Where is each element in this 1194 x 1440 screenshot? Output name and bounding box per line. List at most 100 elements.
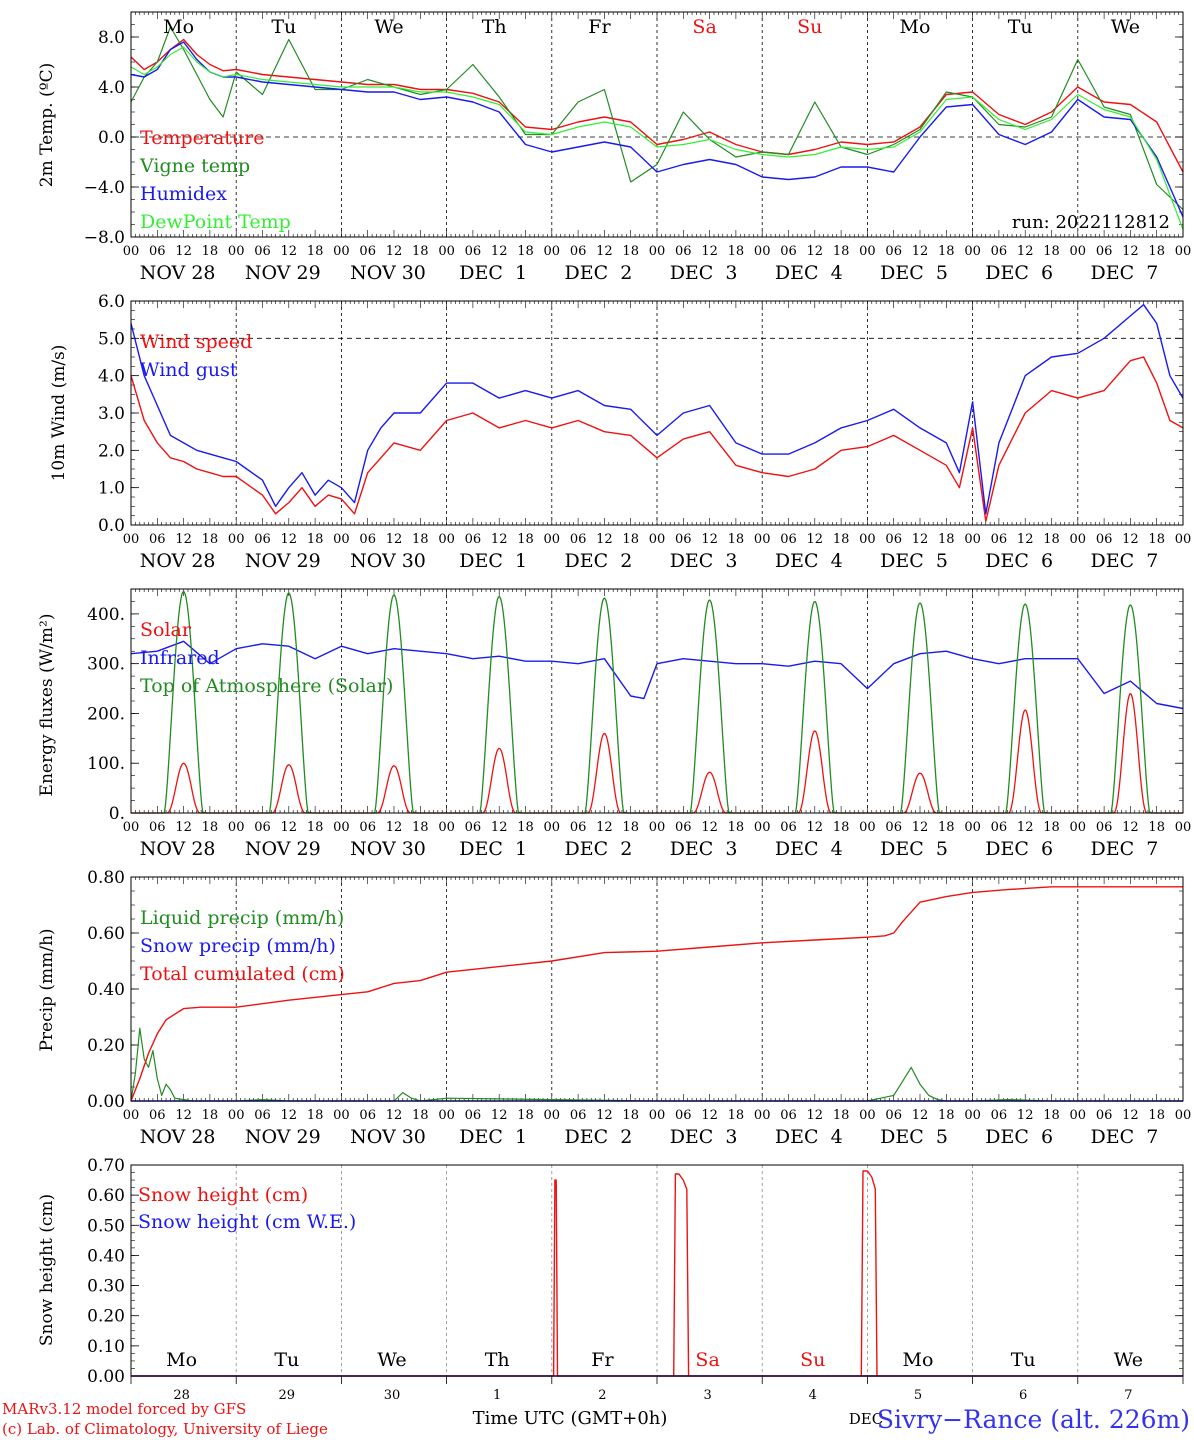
hour-label: 06 [780,820,797,835]
hour-label: 00 [649,1108,666,1123]
hour-label: 18 [622,1108,639,1123]
y-tick-label: 0.60 [87,924,125,944]
hour-label: 12 [807,820,824,835]
y-tick-label: −8.0 [84,228,125,248]
hour-label: 12 [1122,244,1139,259]
legend-wind-speed: Wind speed [140,331,252,353]
date-label: DEC 6 [985,1126,1053,1148]
hour-label: 12 [596,820,613,835]
date-label: NOV 30 [350,838,426,860]
hour-label: 12 [701,532,718,547]
date-label: NOV 28 [140,550,216,572]
hour-label: 06 [465,244,482,259]
hour-label: 00 [1175,532,1192,547]
y-tick-label: 0.00 [87,1367,125,1387]
hour-label: 00 [123,820,140,835]
hour-label: 12 [386,532,403,547]
hour-label: 06 [570,244,587,259]
hour-label: 00 [754,1108,771,1123]
hour-label: 00 [1070,532,1087,547]
legend-precip: Liquid precip (mm/h) Snow precip (mm/h) … [140,907,345,985]
hour-label: 00 [649,244,666,259]
hour-label: 18 [728,820,745,835]
hour-label: 00 [964,532,981,547]
hour-label: 18 [412,244,429,259]
date-number-label: 29 [279,1388,296,1403]
hour-label: 18 [307,532,324,547]
y-tick-label: 0.50 [87,1216,125,1236]
y-tick-label: 4.0 [98,78,125,98]
date-label: NOV 29 [245,550,321,572]
hour-label: 06 [675,244,692,259]
hour-label: 12 [281,820,298,835]
hour-label: 00 [438,244,455,259]
legend-solar: Solar [140,619,192,641]
date-label: DEC 7 [1090,1126,1158,1148]
hour-label: 12 [175,532,192,547]
hour-label: 06 [254,1108,271,1123]
hour-label: 00 [964,820,981,835]
hour-label: 06 [149,820,166,835]
y-tick-label: 5.0 [98,329,125,349]
date-number-label: 30 [384,1388,401,1403]
hour-label: 12 [912,820,929,835]
hour-label: 06 [465,1108,482,1123]
date-label: DEC 5 [880,1126,948,1148]
hour-label: 12 [1017,244,1034,259]
date-label: DEC 7 [1090,838,1158,860]
y-tick-label: 0.70 [87,1156,125,1176]
hour-label: 12 [175,244,192,259]
y-tick-label: 300. [87,655,125,675]
hour-label: 00 [1070,1108,1087,1123]
hour-label: 06 [885,532,902,547]
hour-label: 06 [991,820,1008,835]
hour-label: 18 [1043,1108,1060,1123]
hour-label: 12 [596,244,613,259]
date-label: DEC 3 [670,550,738,572]
hour-label: 18 [1148,1108,1165,1123]
hour-label: 18 [622,532,639,547]
ylabel-wind: 10m Wind (m/s) [49,345,69,482]
weekday-label: We [1114,1349,1143,1371]
panel-wind-lines [130,304,1184,522]
weekday-label: We [377,1349,406,1371]
series-snow-0-part-1 [860,1170,878,1377]
date-number-label: 2 [598,1388,606,1403]
legend-infrared: Infrared [140,647,220,669]
hour-label: 18 [1043,820,1060,835]
hour-label: 12 [807,532,824,547]
hour-label: 06 [149,532,166,547]
legend-snow-height: Snow height (cm) [138,1184,308,1206]
hour-label: 18 [517,532,534,547]
date-label: DEC 6 [985,838,1053,860]
weekday-label: Su [800,1349,825,1371]
date-number-label: 3 [703,1388,711,1403]
panel-energy-lines [130,591,1184,814]
legend-wind: Wind speed Wind gust [140,331,252,381]
date-label: DEC 1 [459,1126,527,1148]
legend-toa-solar: Top of Atmosphere (Solar) [140,675,393,697]
hour-label: 00 [1175,820,1192,835]
hour-label: 12 [491,244,508,259]
date-label: NOV 30 [350,262,426,284]
hour-label: 06 [675,820,692,835]
hour-label: 00 [649,820,666,835]
hour-label: 06 [359,244,376,259]
hour-label: 18 [307,244,324,259]
hour-label: 12 [912,1108,929,1123]
hour-label: 00 [1070,244,1087,259]
hour-label: 00 [544,244,561,259]
weekday-labels-top: Mo Tu We Th Fr Sa Su Mo Tu We [163,16,1140,38]
panel-precip-frame [130,876,1184,1102]
hour-label: 06 [885,244,902,259]
date-number-label: 28 [173,1388,190,1403]
series-energy-1 [130,640,1184,710]
hour-label: 12 [701,1108,718,1123]
weekday-label: Tu [1008,16,1033,38]
hour-label: 18 [833,532,850,547]
legend-humidex: Humidex [140,183,227,205]
